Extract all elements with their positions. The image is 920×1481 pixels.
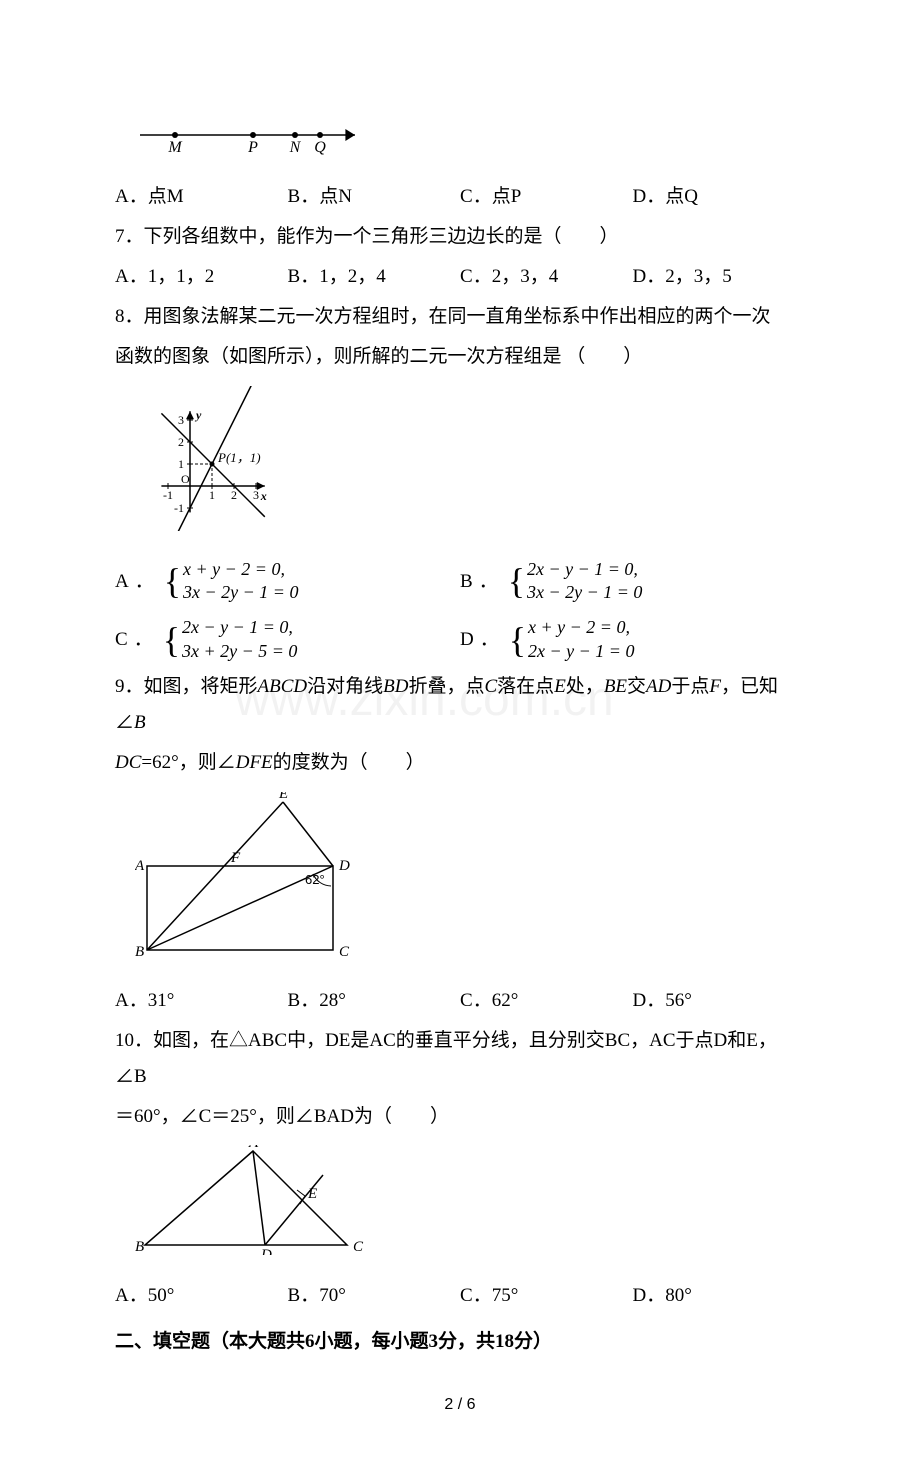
q9-stem-line1: 9．如图，将矩形ABCD沿对角线BD折叠，点C落在点E处，BE交AD于点F，已知… — [115, 669, 805, 741]
q8-option-b: B． {2x − y − 1 = 0,3x − 2y − 1 = 0 — [460, 554, 805, 605]
q10-options: A．50° B．70° C．75° D．80° — [115, 1278, 805, 1314]
q6-numberline-figure: M P NQ — [135, 110, 805, 169]
svg-text:B: B — [135, 1239, 144, 1255]
q7-option-c: C．2，3，4 — [460, 259, 633, 295]
q9-rectangle-figure: 62° A B C D E F — [135, 792, 805, 973]
svg-text:M: M — [167, 139, 183, 156]
q7-option-b: B．1，2，4 — [288, 259, 461, 295]
q10-option-c: C．75° — [460, 1278, 633, 1314]
q6-option-a: A．点M — [115, 179, 288, 215]
svg-text:3: 3 — [178, 413, 184, 427]
q10-stem-line2: ＝60°，∠C＝25°，则∠BAD为（ ） — [115, 1099, 805, 1135]
svg-text:O: O — [181, 472, 190, 486]
q10-option-d: D．80° — [633, 1278, 806, 1314]
svg-text:Q: Q — [314, 139, 326, 156]
svg-text:E: E — [307, 1186, 317, 1202]
q8-stem-line1: 8．用图象法解某二元一次方程组时，在同一直角坐标系中作出相应的两个一次 — [115, 299, 805, 335]
q9-options: A．31° B．28° C．62° D．56° — [115, 983, 805, 1019]
q6-option-c: C．点P — [460, 179, 633, 215]
svg-text:B: B — [135, 944, 144, 960]
svg-text:D: D — [260, 1247, 272, 1255]
q7-options: A．1，1，2 B．1，2，4 C．2，3，4 D．2，3，5 — [115, 259, 805, 295]
q8-option-a: A． {x + y − 2 = 0,3x − 2y − 1 = 0 — [115, 554, 460, 605]
svg-text:C: C — [339, 944, 350, 960]
q9-option-c: C．62° — [460, 983, 633, 1019]
q10-option-b: B．70° — [288, 1278, 461, 1314]
q6-option-b: B．点N — [288, 179, 461, 215]
svg-text:F: F — [230, 850, 241, 866]
q7-option-a: A．1，1，2 — [115, 259, 288, 295]
svg-text:P: P — [247, 139, 258, 156]
svg-text:2: 2 — [178, 435, 184, 449]
q9-stem-line2: DC=62°，则∠DFE的度数为（ ） — [115, 745, 805, 781]
q8-options-row2: C． {2x − y − 1 = 0,3x + 2y − 5 = 0 D． {x… — [115, 612, 805, 663]
svg-text:C: C — [353, 1239, 364, 1255]
svg-text:D: D — [338, 858, 350, 874]
q8-option-d: D． {x + y − 2 = 0,2x − y − 1 = 0 — [460, 612, 805, 663]
svg-text:3: 3 — [253, 488, 259, 502]
svg-text:1: 1 — [209, 488, 215, 502]
q10-stem-line1: 10．如图，在△ABC中，DE是AC的垂直平分线，且分别交BC，AC于点D和E，… — [115, 1023, 805, 1095]
svg-text:P(1，1): P(1，1) — [217, 450, 261, 465]
svg-text:y: y — [194, 408, 202, 422]
svg-text:-1: -1 — [174, 501, 184, 515]
q8-graph-figure: x y O -1 1 2 3 -1 1 2 3 P(1，1) — [135, 386, 805, 544]
q7-option-d: D．2，3，5 — [633, 259, 806, 295]
q10-option-a: A．50° — [115, 1278, 288, 1314]
q8-option-c: C． {2x − y − 1 = 0,3x + 2y − 5 = 0 — [115, 612, 460, 663]
svg-text:E: E — [278, 792, 288, 802]
svg-text:2: 2 — [231, 488, 237, 502]
svg-text:N: N — [289, 139, 302, 156]
section2-title: 二、填空题（本大题共6小题，每小题3分，共18分） — [115, 1324, 805, 1360]
svg-text:62°: 62° — [305, 872, 325, 887]
svg-text:1: 1 — [178, 457, 184, 471]
page-number: 2 / 6 — [115, 1390, 805, 1420]
q8-options-row1: A． {x + y − 2 = 0,3x − 2y − 1 = 0 B． {2x… — [115, 554, 805, 605]
q10-triangle-figure: A B C D E — [135, 1145, 805, 1268]
svg-text:-1: -1 — [163, 488, 173, 502]
q6-option-d: D．点Q — [633, 179, 806, 215]
q8-stem-line2: 函数的图象（如图所示），则所解的二元一次方程组是 （ ） — [115, 339, 805, 375]
svg-text:A: A — [248, 1145, 259, 1151]
q9-option-a: A．31° — [115, 983, 288, 1019]
q9-option-b: B．28° — [288, 983, 461, 1019]
svg-text:A: A — [135, 858, 145, 874]
q6-options: A．点M B．点N C．点P D．点Q — [115, 179, 805, 215]
q9-option-d: D．56° — [633, 983, 806, 1019]
svg-text:x: x — [260, 489, 267, 503]
q7-stem: 7．下列各组数中，能作为一个三角形三边边长的是（ ） — [115, 219, 805, 255]
